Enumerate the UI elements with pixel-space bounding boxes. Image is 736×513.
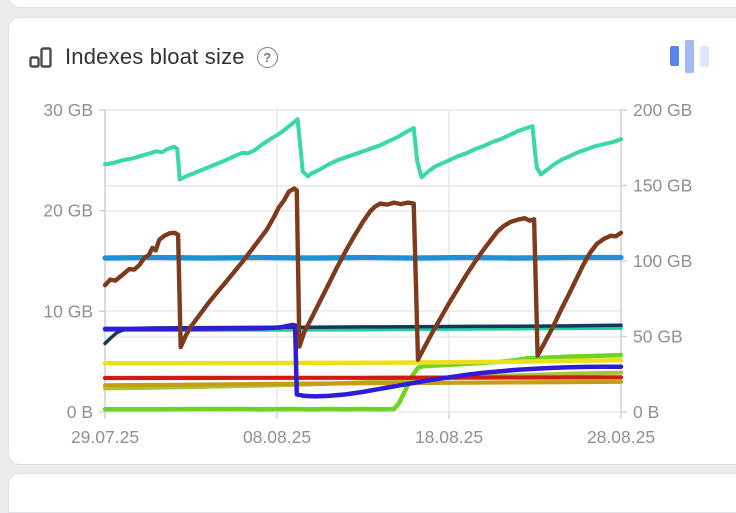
series-red-flat[interactable] — [102, 375, 624, 381]
card-header: Indexes bloat size ? — [28, 42, 278, 72]
chart-title: Indexes bloat size — [65, 44, 245, 69]
x-tick-label: 08.08.25 — [243, 427, 311, 447]
x-tick-label: 29.07.25 — [71, 427, 139, 447]
y-right-tick-label: 100 GB — [633, 251, 692, 271]
x-tick-label: 18.08.25 — [415, 427, 483, 447]
series-indigo-drop[interactable] — [102, 322, 624, 399]
series-blue-flat[interactable] — [102, 254, 624, 261]
mini-bar-3 — [700, 45, 709, 67]
series-green-flat-then-step[interactable] — [102, 352, 624, 412]
y-right-tick-label: 150 GB — [633, 176, 692, 196]
y-left-tick-label: 20 GB — [43, 201, 93, 221]
y-left-tick-label: 30 GB — [43, 100, 93, 120]
series-yellow-flat[interactable] — [102, 357, 624, 366]
bar-chart-icon — [28, 45, 53, 70]
mini-bar-2 — [685, 39, 694, 73]
y-right-tick-label: 50 GB — [633, 327, 683, 347]
series-brown-sawtooth[interactable] — [102, 186, 624, 362]
mini-bar-1 — [670, 46, 679, 66]
y-left-tick-label: 10 GB — [43, 301, 93, 321]
series-olive-flat[interactable] — [102, 379, 624, 388]
x-tick-label: 28.08.25 — [587, 427, 655, 447]
chart-type-bars-icon[interactable] — [670, 37, 716, 75]
bloat-size-line-chart[interactable]: 0 B 10 GB 20 GB 30 GB 0 B 50 GB 100 GB 150 GB 20… — [0, 0, 736, 480]
help-icon[interactable]: ? — [256, 46, 278, 68]
y-right-tick-label: 0 B — [633, 402, 659, 422]
series-turquoise-sawtooth[interactable] — [103, 117, 623, 182]
y-left-tick-label: 0 B — [67, 402, 93, 422]
y-right-tick-label: 200 GB — [633, 100, 692, 120]
